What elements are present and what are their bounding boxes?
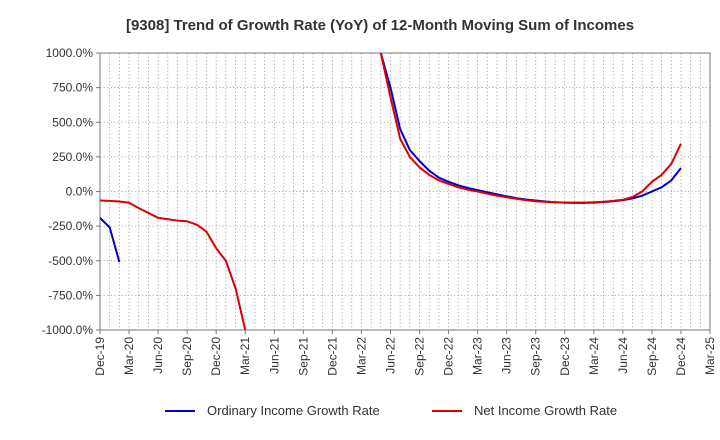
x-tick-label: Sep-21 <box>296 337 310 376</box>
x-tick-label: Sep-23 <box>529 337 543 376</box>
y-tick-label: 1000.0% <box>46 46 94 60</box>
x-tick-label: Jun-21 <box>267 337 281 374</box>
x-tick-label: Dec-22 <box>442 337 456 376</box>
chart-title: [9308] Trend of Growth Rate (YoY) of 12-… <box>126 17 634 34</box>
x-tick-label: Mar-24 <box>587 337 601 375</box>
series-layer <box>100 53 682 330</box>
legend-label-0: Ordinary Income Growth Rate <box>207 403 380 418</box>
y-tick-label: 750.0% <box>52 81 93 95</box>
x-tick-label: Jun-23 <box>500 337 514 374</box>
y-tick-label: 0.0% <box>66 185 94 199</box>
x-tick-label: Sep-24 <box>645 337 659 376</box>
legend-label-1: Net Income Growth Rate <box>474 403 617 418</box>
x-tick-label: Dec-23 <box>558 337 572 376</box>
grid <box>100 52 710 331</box>
legend: Ordinary Income Growth Rate Net Income Gr… <box>165 403 617 418</box>
x-tick-label: Mar-20 <box>122 337 136 375</box>
x-tick-label: Mar-25 <box>703 337 717 375</box>
x-tick-label: Jun-20 <box>151 337 165 374</box>
x-tick-label: Mar-21 <box>238 337 252 375</box>
y-tick-label: -250.0% <box>48 219 93 233</box>
series-line-0 <box>100 217 121 263</box>
x-tick-label: Mar-22 <box>354 337 368 375</box>
y-tick-label: 500.0% <box>52 115 93 129</box>
x-tick-label: Dec-19 <box>93 337 107 376</box>
y-tick-label: -1000.0% <box>42 323 94 337</box>
x-tick-label: Jun-24 <box>616 337 630 374</box>
x-tick-label: Dec-21 <box>325 337 339 376</box>
series-line-1 <box>100 199 247 330</box>
x-tick-label: Sep-20 <box>180 337 194 376</box>
series-line-0 <box>379 53 682 204</box>
y-tick-label: -500.0% <box>48 254 93 268</box>
y-tick-label: -750.0% <box>48 288 93 302</box>
x-axis: Dec-19 Mar-20 Jun-20 Sep-20 Dec-20 Mar-21 Jun-… <box>93 330 717 376</box>
x-tick-label: Sep-22 <box>413 337 427 376</box>
x-tick-label: Mar-23 <box>471 337 485 375</box>
y-tick-label: 250.0% <box>52 150 93 164</box>
series-line-1 <box>379 53 682 204</box>
x-tick-label: Jun-22 <box>383 337 397 374</box>
x-tick-label: Dec-20 <box>209 337 223 376</box>
y-axis: 1000.0% 750.0% 500.0% 250.0% 0.0% -250.0% -500… <box>42 46 100 337</box>
x-tick-label: Dec-24 <box>674 337 688 376</box>
